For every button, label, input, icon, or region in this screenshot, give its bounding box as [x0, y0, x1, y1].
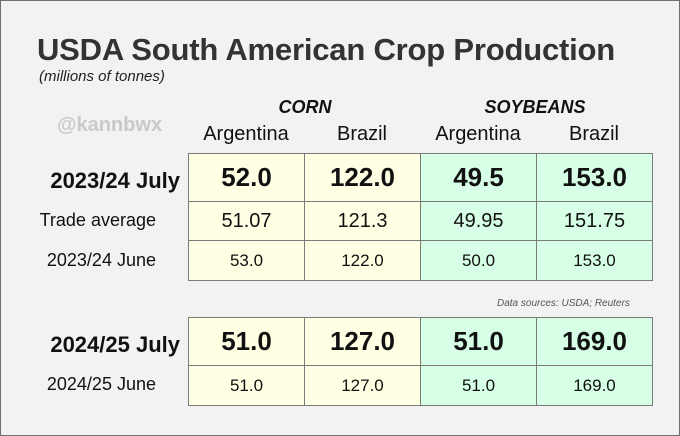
table-cell: 127.0 — [304, 317, 421, 366]
group-label-soybeans: SOYBEANS — [484, 97, 586, 117]
table-cell: 169.0 — [536, 365, 653, 406]
col-header-corn-brazil: Brazil — [336, 123, 387, 145]
row-label: Trade average — [39, 210, 156, 230]
table-cell: 51.07 — [188, 201, 305, 241]
table-cell: 127.0 — [304, 365, 421, 406]
table-cell: 153.0 — [536, 240, 653, 281]
col-header-corn-argentina: Argentina — [203, 123, 289, 145]
table-cell: 169.0 — [536, 317, 653, 366]
table-cell: 153.0 — [536, 153, 653, 202]
table-cell: 51.0 — [420, 317, 537, 366]
watermark: @kannbwx — [57, 114, 163, 136]
table-cell: 122.0 — [304, 153, 421, 202]
table-cell: 122.0 — [304, 240, 421, 281]
col-header-soy-argentina: Argentina — [435, 123, 521, 145]
chart-title: USDA South American Crop Production — [37, 32, 616, 67]
col-header-soy-brazil: Brazil — [568, 123, 619, 145]
chart-subtitle: (millions of tonnes) — [39, 68, 165, 85]
table-cell: 49.5 — [420, 153, 537, 202]
table-cell: 51.0 — [188, 365, 305, 406]
table-cell: 49.95 — [420, 201, 537, 241]
row-label: 2023/24 June — [46, 250, 156, 270]
group-label-corn: CORN — [278, 97, 332, 117]
table-cell: 51.0 — [420, 365, 537, 406]
row-label: 2023/24 July — [50, 168, 180, 193]
table-cell: 151.75 — [536, 201, 653, 241]
table-cell: 53.0 — [188, 240, 305, 281]
row-label: 2024/25 June — [46, 374, 156, 394]
data-sources-note: Data sources: USDA; Reuters — [497, 298, 630, 309]
table-cell: 121.3 — [304, 201, 421, 241]
table-cell: 52.0 — [188, 153, 305, 202]
row-label: 2024/25 July — [50, 332, 180, 357]
table-cell: 50.0 — [420, 240, 537, 281]
table-cell: 51.0 — [188, 317, 305, 366]
